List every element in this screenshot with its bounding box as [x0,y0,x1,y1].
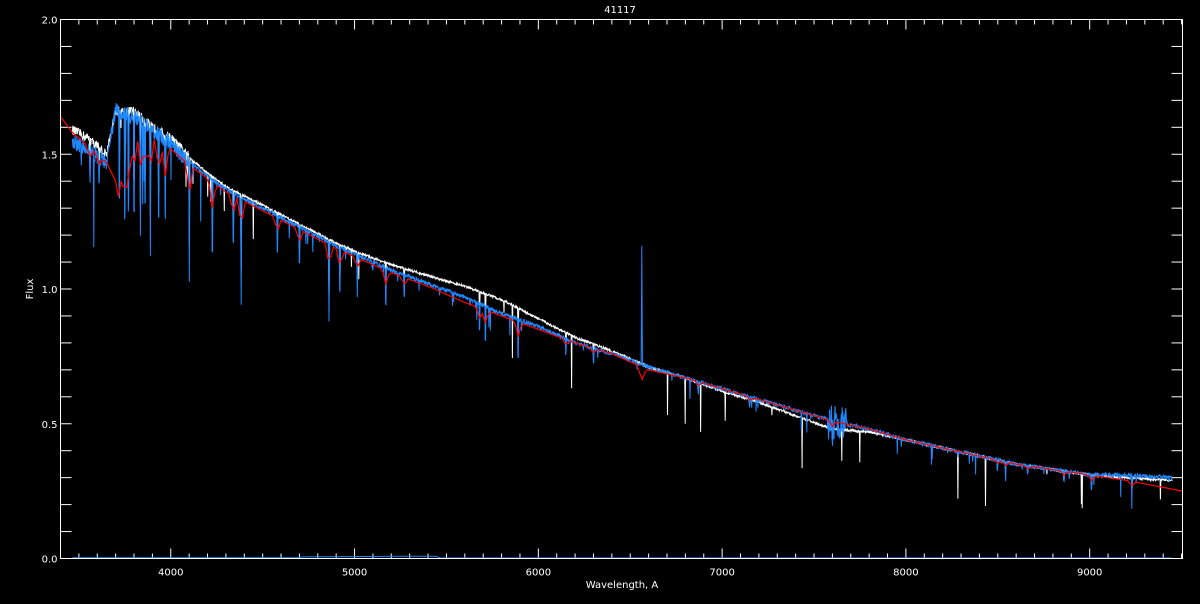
x-tick-label: 8000 [893,568,918,579]
y-tick-label: 1.5 [42,150,58,161]
y-tick-label: 1.0 [42,285,58,296]
x-tick-label: 6000 [526,568,551,579]
observed-spectrum-white [71,106,1173,509]
plot-frame [60,19,1183,559]
x-tick-label: 5000 [342,568,367,579]
x-tick-label: 7000 [709,568,734,579]
x-tick-label: 9000 [1077,568,1102,579]
chart-title: 41117 [604,5,636,16]
y-tick-label: 0.0 [42,555,58,566]
spectrum-blue [71,103,1173,509]
model-spectrum-red [60,116,1183,492]
error-spectrum [72,555,1172,559]
y-axis-label: Flux [25,279,36,300]
x-axis-label: Wavelength, A [586,580,659,591]
y-tick-label: 2.0 [42,16,58,27]
y-tick-label: 0.5 [42,420,58,431]
x-tick-label: 4000 [158,568,183,579]
